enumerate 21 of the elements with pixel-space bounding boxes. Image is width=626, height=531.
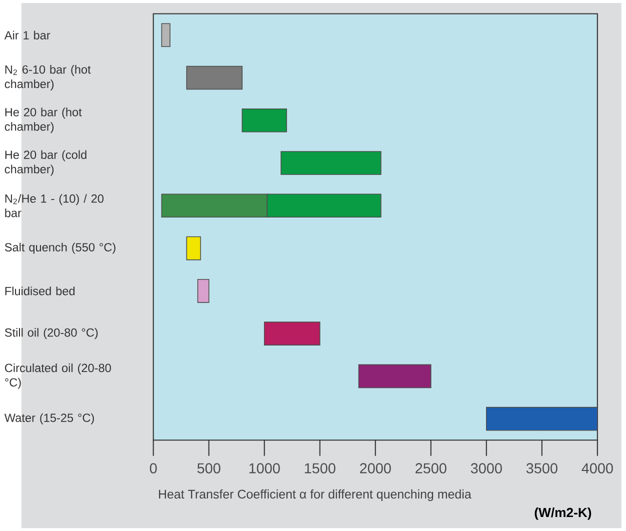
y-tick-label: Air 1 bar — [4, 30, 50, 40]
y-tick-label: Fluidised bed — [5, 286, 75, 296]
y-tick-label: N$_{2}$ 6-10 bar (hot chamber) — [4, 65, 91, 91]
y-tick-label: Circulated oil (20-80 °C) — [4, 364, 111, 390]
x-tick-label: 4000 — [582, 463, 613, 474]
x-tick-label: 1000 — [249, 463, 280, 474]
x-tick-label: 3500 — [526, 463, 558, 474]
x-tick-label: 2000 — [360, 463, 391, 474]
y-tick-label: Still oil (20-80 °C) — [4, 328, 98, 340]
y-tick-label: N$_{2}$/He 1 - (10) / 20 bar — [5, 194, 104, 218]
x-tick-label: 1500 — [304, 463, 336, 474]
text: (W/m2-K) — [534, 508, 592, 520]
x-tick-label: 500 — [197, 463, 220, 474]
x-tick-label: 2500 — [416, 463, 446, 474]
x-tick-label: 0 — [150, 463, 157, 474]
y-tick-label: Water (15-25 °C) — [4, 413, 94, 424]
x-tick-label: 3000 — [470, 463, 502, 474]
x-axis-title: Heat Transfer Coefficient α for different quenching media — [159, 490, 472, 502]
y-tick-label: He 20 bar (cold chamber) — [4, 150, 86, 176]
y-tick-label: He 20 bar (hot chamber) — [4, 108, 82, 134]
y-tick-label: Salt quench (550 °C) — [4, 242, 116, 254]
